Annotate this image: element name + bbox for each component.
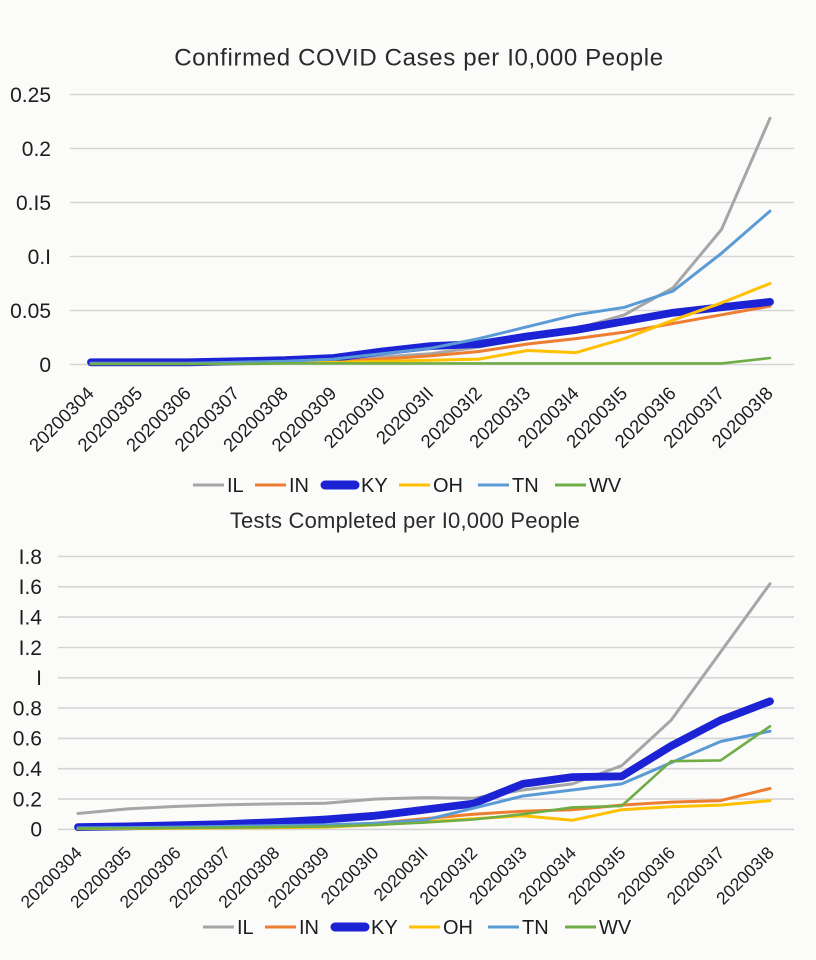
svg-text:0: 0 xyxy=(30,819,42,842)
svg-text:0.25: 0.25 xyxy=(10,84,51,107)
svg-text:0.I: 0.I xyxy=(28,246,51,269)
svg-text:IL: IL xyxy=(227,475,244,497)
svg-text:0.8: 0.8 xyxy=(13,697,42,720)
svg-text:IN: IN xyxy=(299,917,319,939)
svg-text:I.6: I.6 xyxy=(19,576,42,599)
svg-text:0.I5: 0.I5 xyxy=(16,192,51,215)
svg-text:WV: WV xyxy=(589,475,622,497)
svg-text:Confirmed COVID Cases per I0,0: Confirmed COVID Cases per I0,000 People xyxy=(174,45,664,72)
svg-text:IL: IL xyxy=(237,917,254,939)
svg-text:0: 0 xyxy=(39,354,51,377)
svg-text:I: I xyxy=(36,667,42,690)
svg-text:0.2: 0.2 xyxy=(22,138,51,161)
svg-text:0.6: 0.6 xyxy=(13,728,42,751)
svg-text:IN: IN xyxy=(289,475,309,497)
svg-text:OH: OH xyxy=(443,917,473,939)
svg-text:TN: TN xyxy=(522,917,549,939)
svg-text:0.4: 0.4 xyxy=(13,758,43,781)
svg-text:TN: TN xyxy=(512,475,539,497)
svg-text:I.2: I.2 xyxy=(19,637,42,660)
svg-text:WV: WV xyxy=(599,917,632,939)
svg-text:I.8: I.8 xyxy=(19,546,42,569)
svg-text:KY: KY xyxy=(371,917,398,939)
svg-text:KY: KY xyxy=(361,475,388,497)
svg-text:0.2: 0.2 xyxy=(13,788,42,811)
svg-text:Tests Completed per I0,000 Peo: Tests Completed per I0,000 People xyxy=(230,508,580,533)
svg-text:0.05: 0.05 xyxy=(10,300,51,323)
svg-text:OH: OH xyxy=(433,475,463,497)
svg-text:I.4: I.4 xyxy=(19,606,43,629)
